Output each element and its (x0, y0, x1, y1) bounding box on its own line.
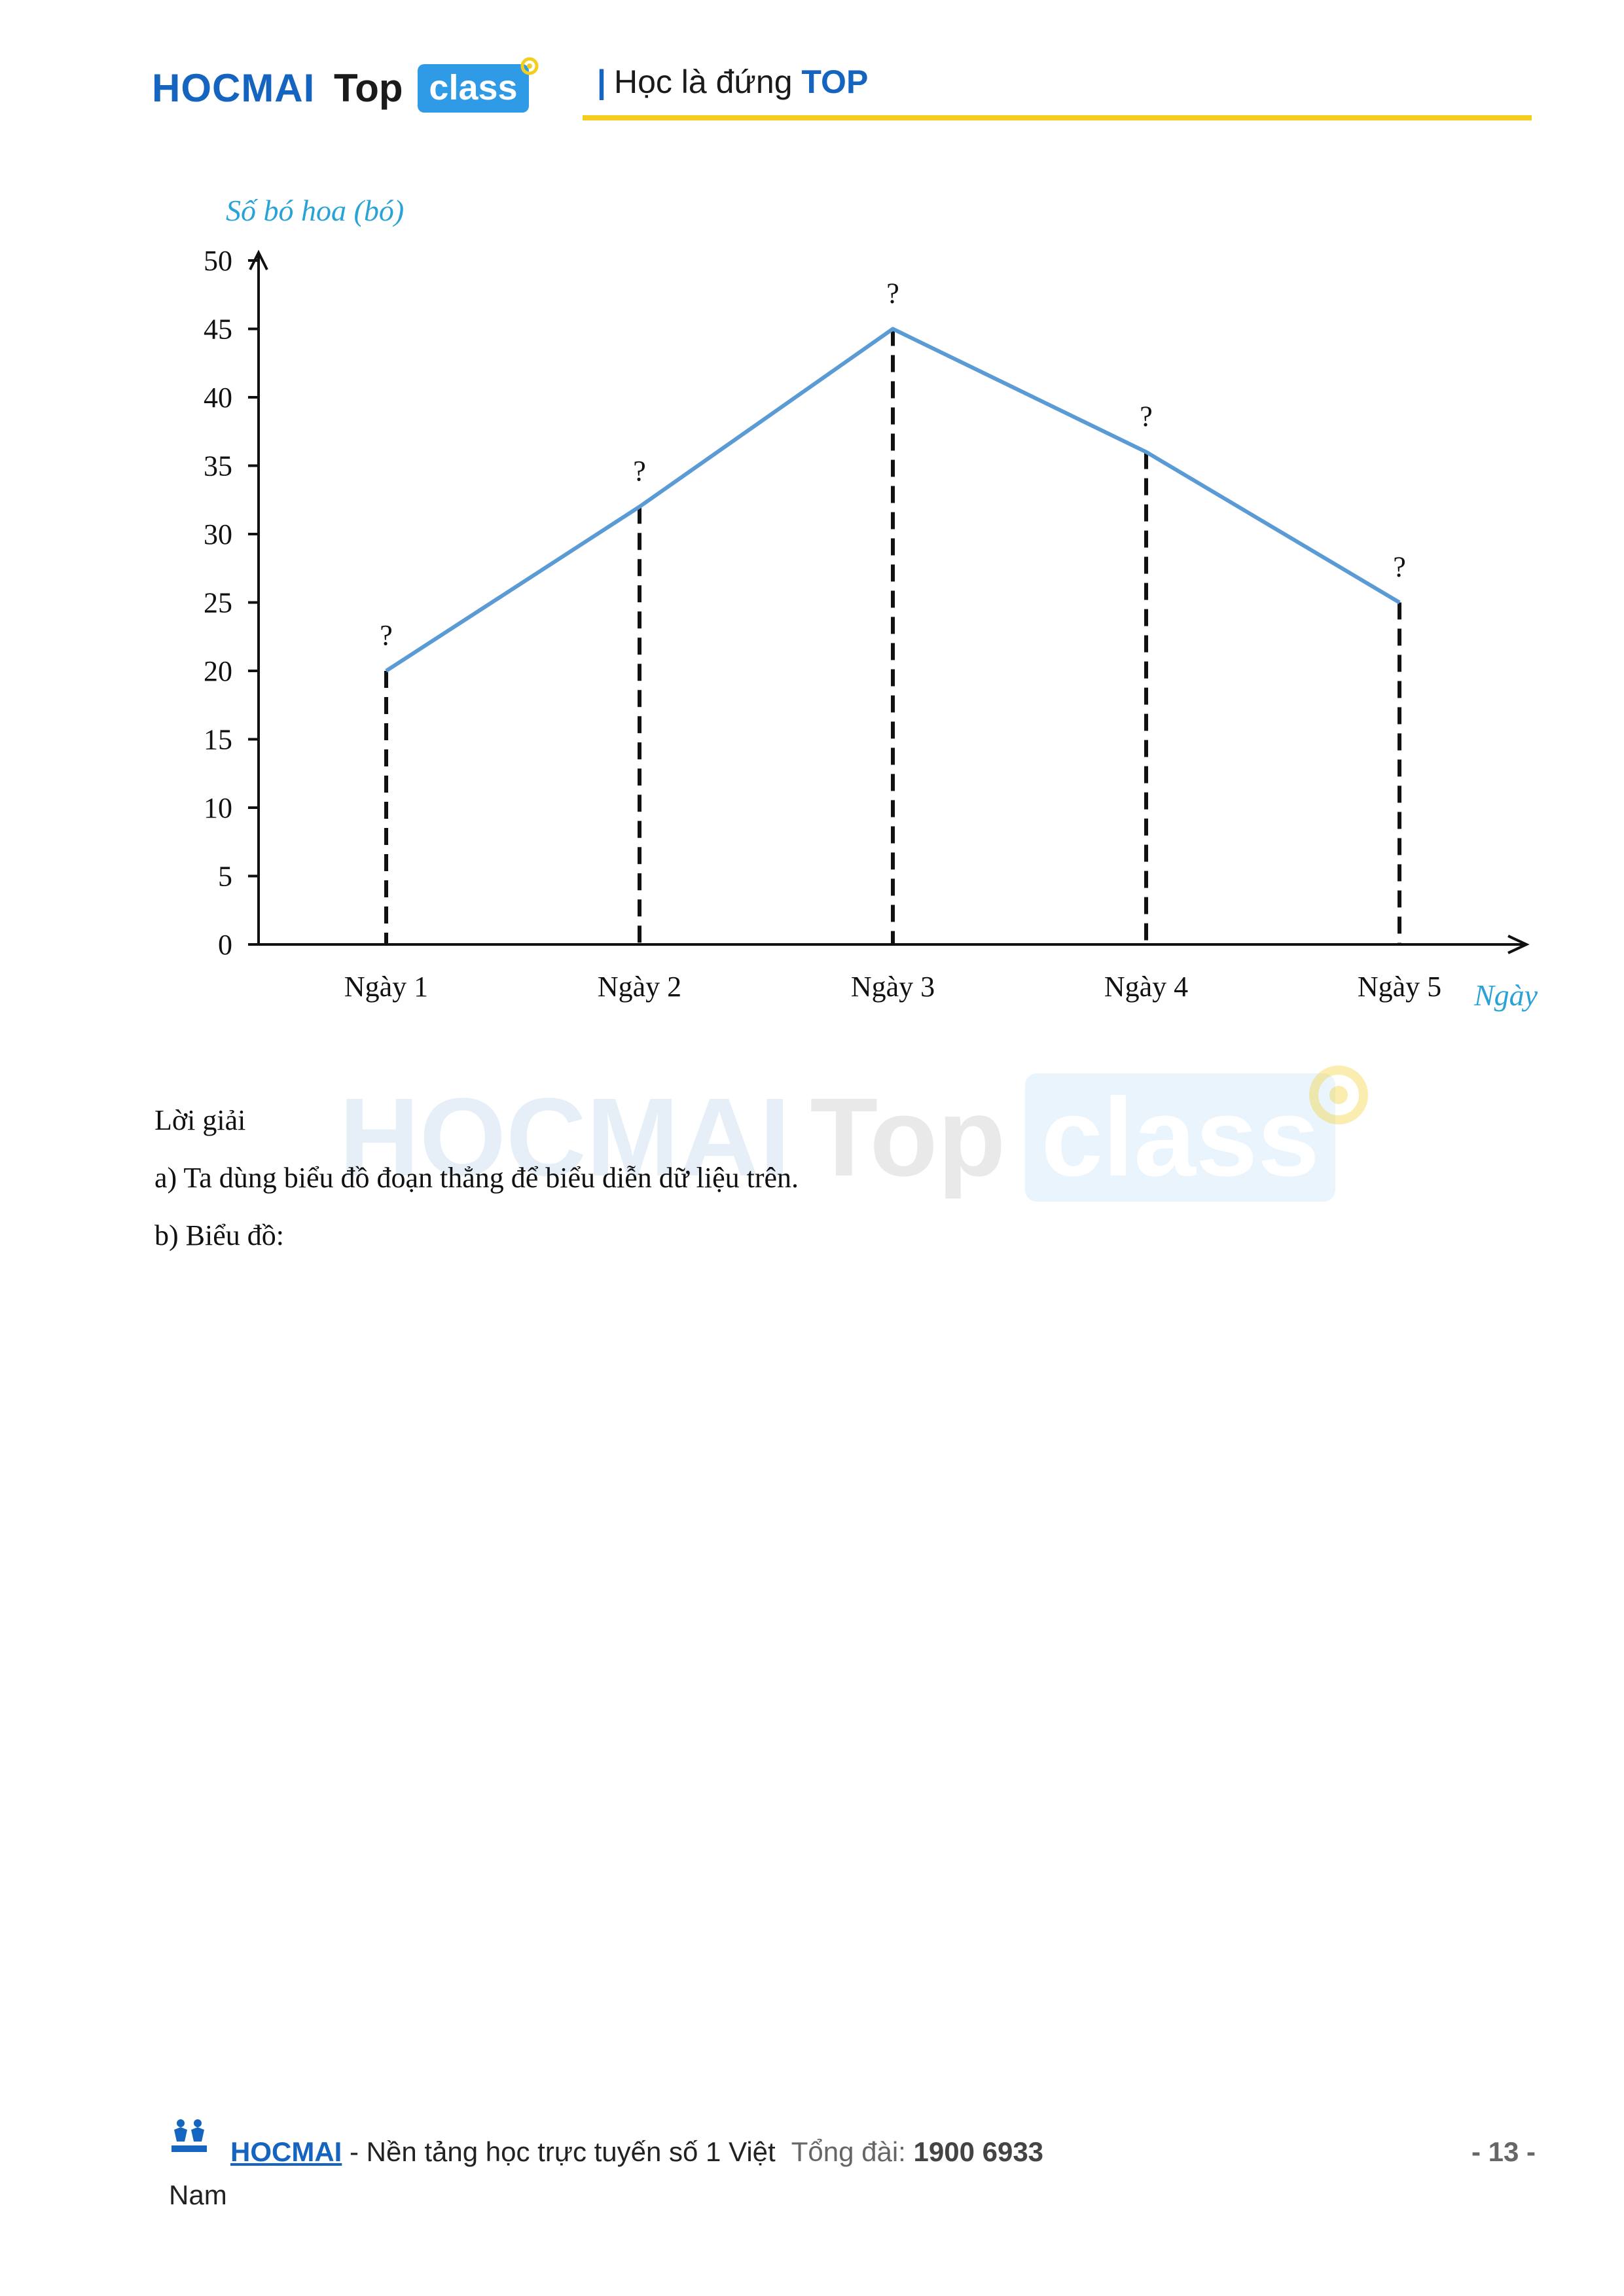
y-tick-label: 50 (204, 245, 232, 277)
y-tick-label: 25 (204, 587, 232, 619)
slogan-bar: | (597, 63, 606, 100)
y-tick-label: 0 (218, 929, 232, 961)
footer-hotline-number: 1900 6933 (913, 2136, 1044, 2167)
hocmai-people-icon (171, 2119, 207, 2152)
footer-brand-link[interactable]: HOCMAI (230, 2136, 342, 2167)
logo-hocmai: HOCMAI (152, 66, 316, 110)
y-tick-label: 5 (218, 861, 232, 893)
point-label: ? (633, 455, 646, 487)
y-tick-label: 20 (204, 655, 232, 687)
solution-part-b: b) Biểu đồ: (154, 1219, 284, 1251)
logo-top: Top (334, 66, 403, 110)
watermark-hocmai: HOCMAI (339, 1075, 791, 1200)
x-tick-label: Ngày 2 (598, 971, 681, 1003)
y-tick-label: 15 (204, 724, 232, 756)
point-label: ? (886, 278, 899, 310)
point-label: ? (1140, 401, 1153, 433)
footer-hotline-label: Tổng đài: (791, 2136, 906, 2167)
x-tick-label: Ngày 4 (1104, 971, 1188, 1003)
line-chart: 0 5 10 15 20 25 30 35 40 45 50????? Ngày 1 Ngày 2 Ngà… (204, 194, 1538, 1012)
point-label: ? (1393, 551, 1406, 583)
footer-tagline: HOCMAI - Nền tảng học trực tuyến số 1 Vi… (230, 2136, 1043, 2168)
solution-heading: Lời giải (154, 1104, 246, 1136)
y-tick-label: 35 (204, 450, 232, 482)
page-number: - 13 - (1471, 2136, 1536, 2167)
solution-part-a: a) Ta dùng biểu đồ đoạn thẳng để biểu di… (154, 1162, 799, 1194)
header-divider (583, 115, 1532, 120)
footer-tagline-text: - Nền tảng học trực tuyến số 1 Việt (342, 2136, 776, 2167)
watermark-sun-icon (1309, 1066, 1368, 1124)
x-tick-label: Ngày 3 (851, 971, 935, 1003)
watermark-top: Top (810, 1075, 1006, 1200)
y-axis-title: Số bó hoa (bó) (226, 194, 404, 227)
series-line (385, 327, 1401, 673)
y-tick-label: 10 (204, 792, 232, 824)
x-axis-title: Ngày (1473, 978, 1538, 1012)
y-tick-label: 45 (204, 314, 232, 346)
y-tick-label: 30 (204, 518, 232, 550)
watermark: HOCMAI Top class (339, 1073, 1335, 1202)
x-tick-label: Ngày 1 (344, 971, 428, 1003)
slogan-top: TOP (801, 63, 869, 100)
y-axis-arrow (249, 249, 268, 270)
slogan-text: Học là đứng (614, 63, 793, 100)
footer-tagline-end: Nam (169, 2179, 227, 2210)
slogan: | Học là đứng TOP (597, 63, 868, 101)
point-label: ? (380, 619, 393, 651)
logo-class-badge: class (418, 64, 529, 113)
x-axis-arrow (1507, 935, 1530, 954)
sun-icon (520, 57, 539, 75)
watermark-class: class (1025, 1073, 1335, 1202)
x-tick-label: Ngày 5 (1358, 971, 1441, 1003)
y-tick-label: 40 (204, 382, 232, 414)
